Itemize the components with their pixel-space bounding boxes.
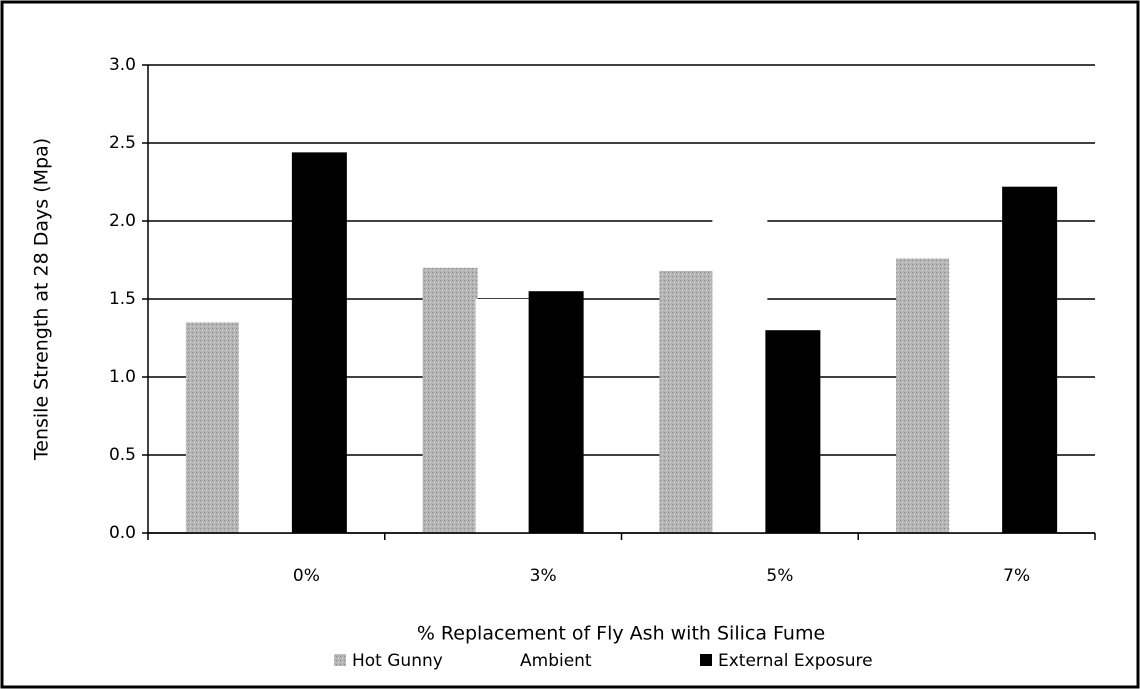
bar: [712, 205, 768, 533]
legend-label: Hot Gunny: [352, 651, 443, 671]
x-tick-label: 5%: [766, 566, 793, 586]
y-tick-label: 2.5: [109, 133, 136, 153]
x-axis-title: % Replacement of Fly Ash with Silica Fum…: [417, 623, 825, 645]
y-tick-label: 3.0: [109, 55, 136, 75]
y-axis-title: Tensile Strength at 28 Days (Mpa): [31, 138, 53, 461]
y-tick-label: 0.0: [109, 523, 136, 543]
y-tick-label: 1.0: [109, 367, 136, 387]
y-tick-label: 2.0: [109, 211, 136, 231]
bar: [949, 236, 1005, 533]
bar: [475, 299, 531, 533]
bar: [765, 330, 821, 533]
bar-texture: [185, 322, 241, 533]
x-tick-label: 7%: [1003, 566, 1030, 586]
bar-texture: [422, 267, 478, 533]
bar: [1002, 186, 1058, 533]
x-tick-label: 0%: [293, 566, 320, 586]
y-tick-label: 1.5: [109, 289, 136, 309]
legend-label: External Exposure: [718, 651, 873, 671]
legend-label: Ambient: [520, 651, 592, 671]
y-tick-label: 0.5: [109, 445, 136, 465]
legend-swatch: [502, 654, 514, 666]
legend-swatch-texture: [334, 654, 346, 666]
bar-texture: [659, 270, 715, 533]
bar-texture: [896, 258, 952, 533]
bar: [291, 152, 347, 534]
bar: [238, 314, 294, 533]
bar: [528, 291, 584, 533]
x-tick-label: 3%: [530, 566, 557, 586]
legend-swatch: [700, 654, 712, 666]
